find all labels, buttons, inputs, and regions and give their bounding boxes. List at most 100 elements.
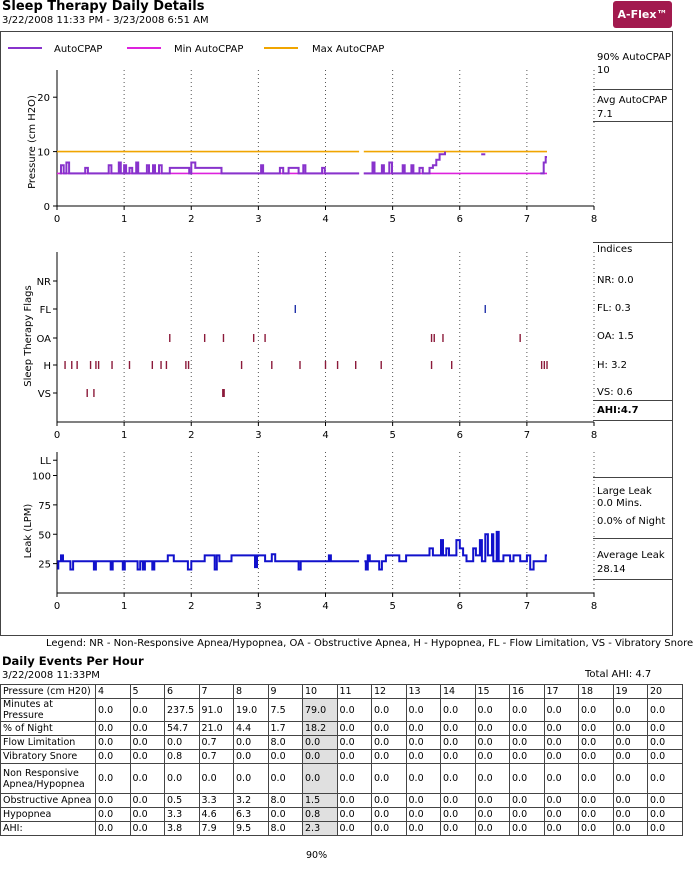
- table-cell: 0.0: [543, 698, 579, 722]
- table-cell: 19.0: [233, 698, 269, 722]
- x-tick-label: 3: [255, 214, 261, 225]
- category-label: OA: [36, 334, 51, 345]
- avg-autocpap-label: Avg AutoCPAP: [597, 95, 668, 106]
- table-cell: 0.0: [336, 821, 372, 836]
- table-cell: 16: [509, 684, 545, 699]
- table-cell: 0.0: [578, 821, 614, 836]
- row-label: Non Responsive Apnea/Hypopnea: [0, 763, 96, 794]
- table-row: Non Responsive Apnea/Hypopnea 0.0 0.0 0.0 0.…: [0, 763, 683, 794]
- table-cell: 0.8: [302, 807, 338, 822]
- y-tick-label: 75: [38, 501, 51, 512]
- legend-label-min-autocpap: Min AutoCPAP: [174, 44, 243, 55]
- table-cell: 0.0: [647, 821, 683, 836]
- table-cell: 0.0: [509, 735, 545, 750]
- table-cell: 0.0: [474, 807, 510, 822]
- table-cell: 0.0: [405, 721, 441, 736]
- x-tick-label: 6: [457, 214, 463, 225]
- table-cell: 0.0: [267, 763, 303, 794]
- table-cell: 7: [198, 684, 234, 699]
- table-row: Obstructive Apnea 0.0 0.0 0.5 3.3 3.2 8.0 1.5 0.…: [0, 793, 683, 808]
- table-cell: 0.0: [336, 749, 372, 764]
- x-tick-label: 4: [322, 601, 328, 612]
- table-row: Pressure (cm H20) 4 5 6 7 8 9 10 11 12 13 14 15 16 17 1…: [0, 684, 683, 699]
- table-cell: 8.0: [267, 821, 303, 836]
- table-cell: 21.0: [198, 721, 234, 736]
- category-label: FL: [40, 305, 52, 316]
- events-title: Daily Events Per Hour: [2, 654, 144, 668]
- y-tick-label: LL: [40, 456, 52, 467]
- table-row: Hypopnea 0.0 0.0 3.3 4.6 6.3 0.0 0.8 0.0 0.0 0.0 0.…: [0, 807, 683, 822]
- table-cell: 0.0: [578, 698, 614, 722]
- avg-leak-value: 28.14: [597, 564, 626, 575]
- table-cell: 0.0: [612, 763, 648, 794]
- page-title: Sleep Therapy Daily Details: [2, 0, 205, 14]
- table-cell: 0.0: [371, 821, 407, 836]
- table-cell: 0.0: [543, 721, 579, 736]
- side-divider: [593, 420, 673, 421]
- table-cell: 3.3: [198, 793, 234, 808]
- legend-label-max-autocpap: Max AutoCPAP: [312, 44, 384, 55]
- table-cell: 0.0: [164, 763, 200, 794]
- table-cell: 0.0: [612, 807, 648, 822]
- table-cell: 0.0: [129, 763, 165, 794]
- leak-line: [57, 553, 360, 571]
- x-tick-label: 7: [524, 214, 530, 225]
- table-cell: 0.0: [647, 763, 683, 794]
- table-cell: 0.0: [474, 721, 510, 736]
- flags-legend: Legend: NR - Non-Responsive Apnea/Hypopn…: [46, 638, 694, 649]
- table-cell: 9.5: [233, 821, 269, 836]
- table-cell: 3.2: [233, 793, 269, 808]
- table-cell: 0.0: [578, 721, 614, 736]
- category-label: NR: [37, 277, 51, 288]
- index-oa: OA: 1.5: [597, 331, 634, 342]
- table-cell: 237.5: [164, 698, 200, 722]
- x-tick-label: 6: [457, 430, 463, 441]
- table-cell: 19: [612, 684, 648, 699]
- y-tick-label: 0: [44, 202, 50, 213]
- table-cell: 11: [336, 684, 372, 699]
- table-cell: 0.0: [164, 735, 200, 750]
- table-cell: 4: [95, 684, 131, 699]
- table-cell: 17: [543, 684, 579, 699]
- table-cell: 0.0: [440, 749, 476, 764]
- y-tick-label: 10: [37, 148, 50, 159]
- index-vs: VS: 0.6: [597, 387, 633, 398]
- table-cell: 0.8: [164, 749, 200, 764]
- table-cell: 0.0: [267, 749, 303, 764]
- index-nr: NR: 0.0: [597, 275, 634, 286]
- table-cell: 0.0: [336, 721, 372, 736]
- table-cell: 0.0: [129, 735, 165, 750]
- x-tick-label: 1: [121, 214, 127, 225]
- table-cell: 0.0: [612, 698, 648, 722]
- table-cell: 0.0: [371, 721, 407, 736]
- leak-ylabel: Leak (LPM): [23, 504, 34, 559]
- series-line-autocpap: [540, 156, 547, 175]
- y-tick-label: 100: [32, 472, 51, 483]
- table-cell: 3.3: [164, 807, 200, 822]
- table-cell: 0.0: [509, 698, 545, 722]
- table-row: Flow Limitation 0.0 0.0 0.0 0.7 0.0 8.0 0.0 0.0 0…: [0, 735, 683, 750]
- table-cell: 0.0: [647, 749, 683, 764]
- table-cell: 0.0: [405, 763, 441, 794]
- table-cell: 0.0: [509, 821, 545, 836]
- row-label: Minutes at Pressure: [0, 698, 96, 722]
- table-cell: 54.7: [164, 721, 200, 736]
- flags-ylabel: Sleep Therapy Flags: [23, 285, 34, 386]
- x-tick-label: 1: [121, 601, 127, 612]
- table-cell: 0.0: [129, 749, 165, 764]
- table-cell: 10: [302, 684, 338, 699]
- x-tick-label: 8: [591, 214, 597, 225]
- table-cell: 0.0: [440, 763, 476, 794]
- table-cell: 0.0: [612, 793, 648, 808]
- table-cell: 0.0: [440, 807, 476, 822]
- table-cell: 0.0: [578, 807, 614, 822]
- table-cell: 6: [164, 684, 200, 699]
- table-cell: 0.0: [474, 749, 510, 764]
- table-cell: 0.0: [95, 698, 131, 722]
- x-tick-label: 3: [255, 601, 261, 612]
- table-cell: 0.0: [474, 763, 510, 794]
- table-cell: 0.0: [371, 749, 407, 764]
- table-cell: 0.7: [198, 735, 234, 750]
- events-table: Pressure (cm H20) 4 5 6 7 8 9 10 11 12 13 14 15 16 17 1…: [0, 684, 683, 836]
- table-cell: 0.0: [129, 807, 165, 822]
